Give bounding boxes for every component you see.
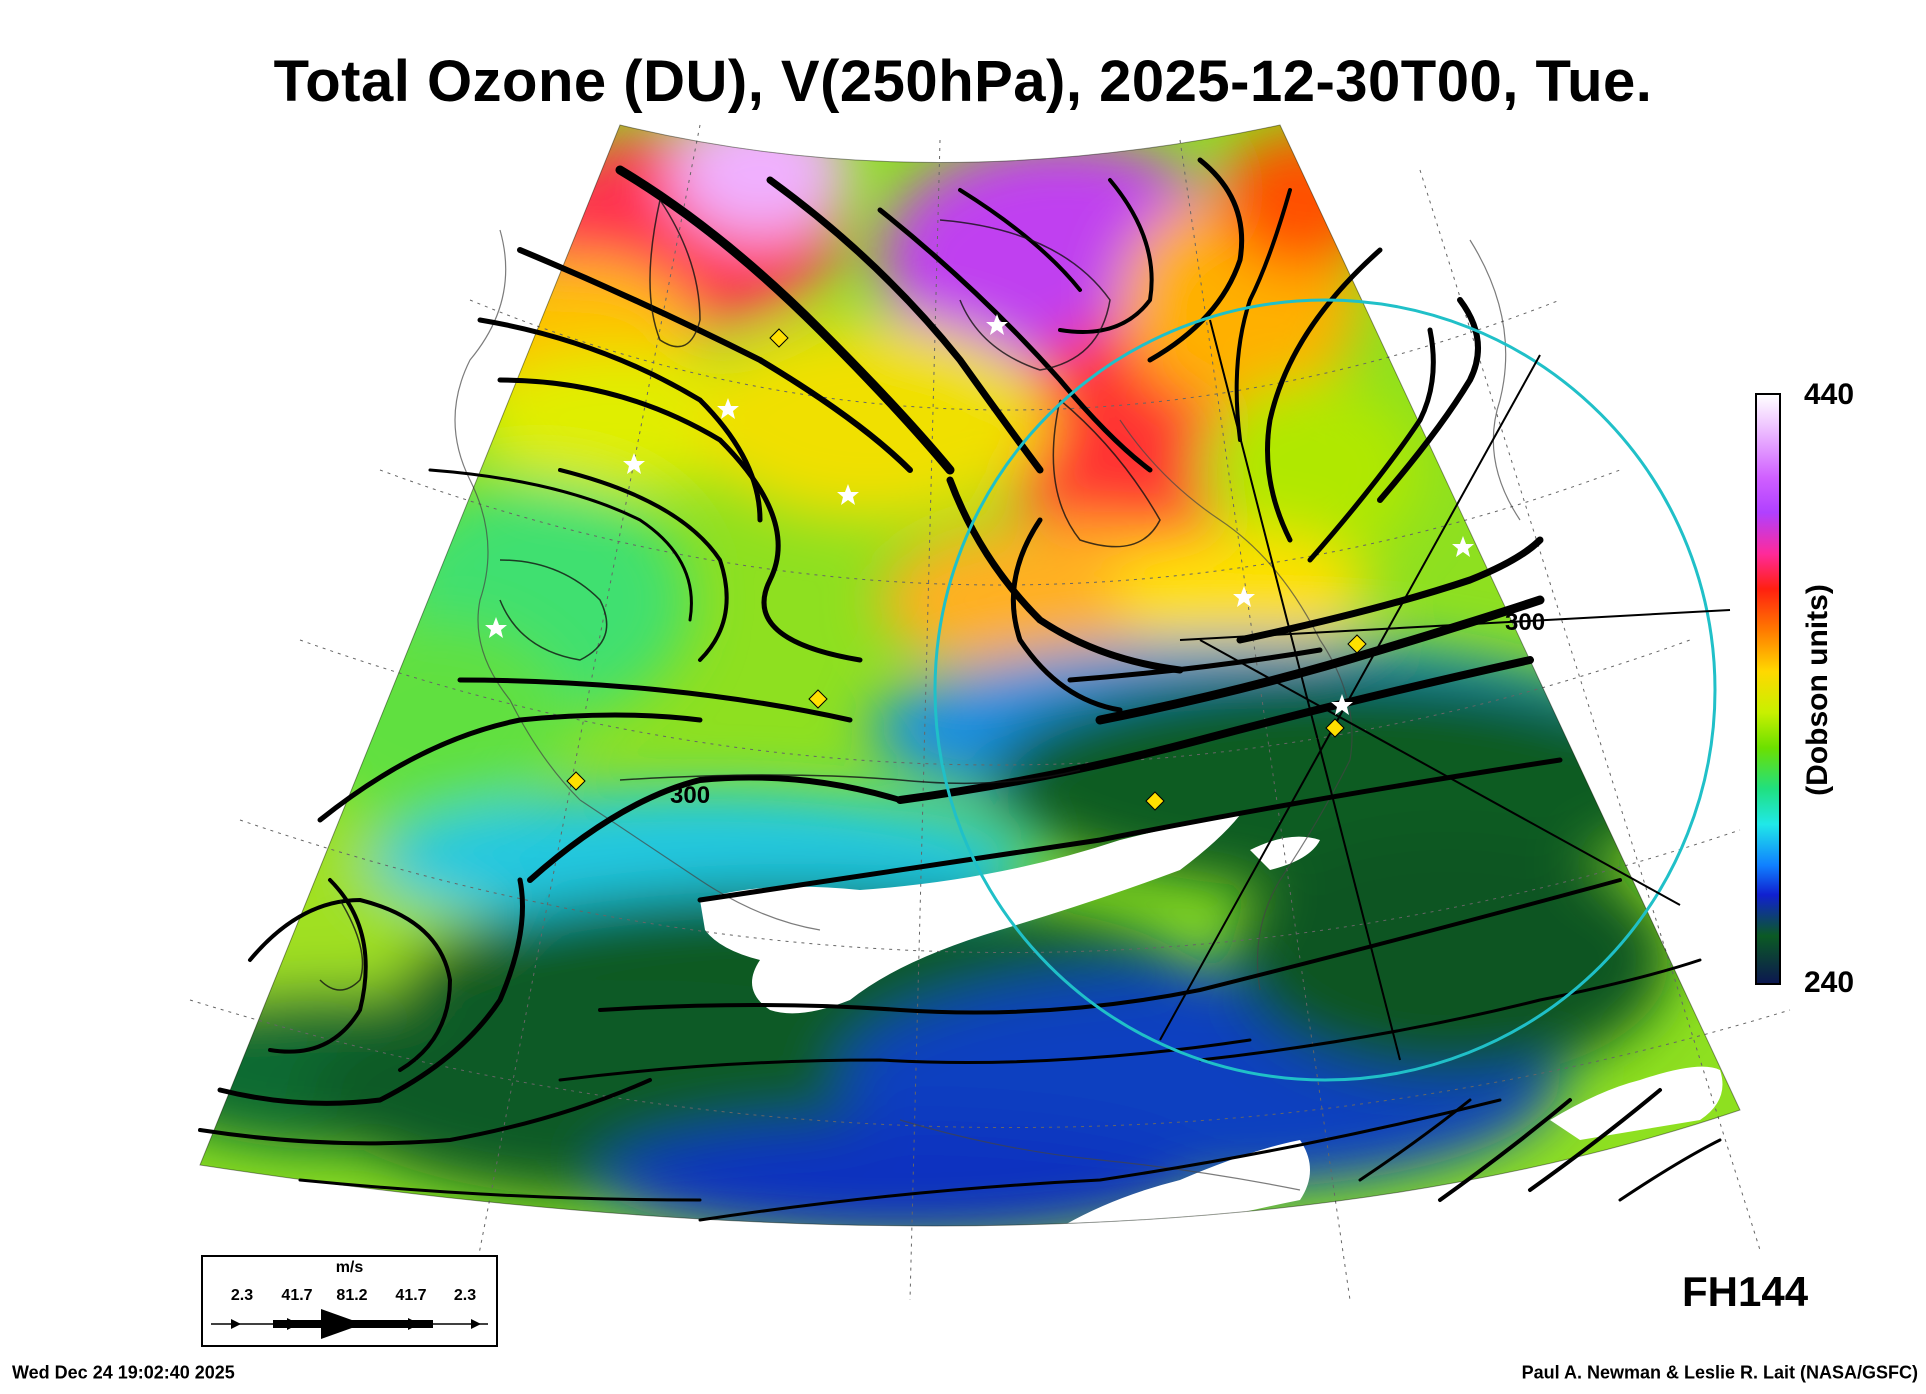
colorbar-title: (Dobson units) bbox=[1801, 584, 1834, 796]
legend-value: 41.7 bbox=[395, 1287, 427, 1304]
footer-timestamp: Wed Dec 24 19:02:40 2025 bbox=[12, 1362, 235, 1383]
colorbar bbox=[1755, 393, 1781, 985]
station-diamond bbox=[1325, 718, 1345, 738]
region-circle bbox=[933, 298, 1717, 1082]
ozone-contours bbox=[319, 199, 1161, 991]
legend-value: 2.3 bbox=[453, 1287, 477, 1304]
colorbar-max-label: 440 bbox=[1804, 378, 1855, 411]
contour-label-300-west: 300 bbox=[670, 782, 710, 809]
station-diamond bbox=[1145, 791, 1165, 811]
station-star bbox=[717, 398, 739, 419]
page-title: Total Ozone (DU), V(250hPa), 2025-12-30T… bbox=[273, 49, 1653, 114]
station-diamond bbox=[808, 689, 828, 709]
legend-unit: m/s bbox=[335, 1259, 364, 1276]
station-markers bbox=[485, 314, 1474, 811]
legend-arrow bbox=[211, 1309, 488, 1339]
station-star bbox=[485, 617, 507, 638]
station-diamond bbox=[769, 328, 789, 348]
legend-value: 2.3 bbox=[230, 1287, 254, 1304]
legend-value: 81.2 bbox=[336, 1287, 368, 1304]
station-diamond bbox=[566, 771, 586, 791]
station-star bbox=[623, 453, 645, 474]
footer-credit: Paul A. Newman & Leslie R. Lait (NASA/GS… bbox=[1521, 1362, 1918, 1383]
station-star bbox=[1233, 586, 1255, 607]
forecast-hour: FH144 bbox=[1682, 1268, 1809, 1315]
station-star bbox=[1331, 694, 1353, 715]
station-star bbox=[986, 314, 1008, 335]
wind-speed-legend: m/s 2.3 41.7 81.2 41.7 2.3 bbox=[201, 1255, 498, 1347]
station-star bbox=[837, 484, 859, 505]
colorbar-min-label: 240 bbox=[1804, 966, 1855, 999]
station-star bbox=[1452, 536, 1474, 557]
station-diamond bbox=[1347, 634, 1367, 654]
wind-streamlines bbox=[198, 157, 1722, 1222]
cross-lines bbox=[1159, 319, 1731, 1061]
legend-value: 41.7 bbox=[281, 1287, 313, 1304]
